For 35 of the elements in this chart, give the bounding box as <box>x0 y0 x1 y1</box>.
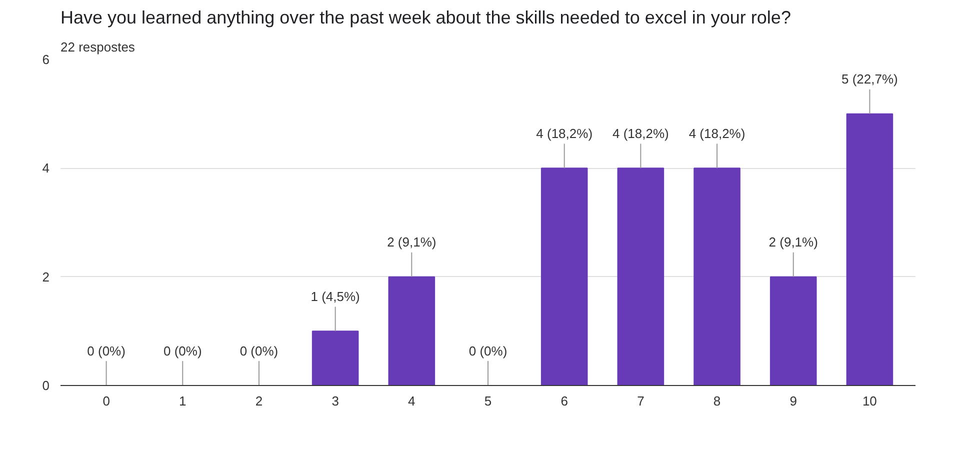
data-label: 2 (9,1%) <box>387 234 436 250</box>
bar <box>846 113 894 386</box>
data-label: 1 (4,5%) <box>310 289 360 304</box>
x-tick-label: 2 <box>255 394 263 408</box>
x-tick-label: 9 <box>790 394 797 408</box>
chart-title: Have you learned anything over the past week about the skills needed to excel in your role? <box>60 8 791 28</box>
bar <box>312 330 359 386</box>
data-label: 5 (22,7%) <box>842 72 898 87</box>
y-tick-label: 2 <box>42 269 50 284</box>
x-tick-label: 0 <box>102 394 110 408</box>
x-tick-label: 4 <box>408 394 416 408</box>
bar <box>770 276 817 386</box>
x-tick-label: 7 <box>637 394 644 408</box>
bar <box>388 276 436 386</box>
data-label: 4 (18,2%) <box>612 126 669 141</box>
x-tick-label: 3 <box>332 394 339 408</box>
data-label: 0 (0%) <box>468 343 508 358</box>
data-label: 0 (0%) <box>240 343 278 358</box>
data-label: 4 (18,2%) <box>536 126 593 141</box>
bar <box>694 168 740 386</box>
x-tick-label: 10 <box>862 394 877 408</box>
x-tick-label: 6 <box>560 394 568 408</box>
y-tick-label: 6 <box>42 52 50 67</box>
data-label: 4 (18,2%) <box>688 126 746 141</box>
chart-subtitle: 22 respostes <box>60 40 136 54</box>
x-tick-label: 1 <box>179 394 186 408</box>
x-tick-label: 5 <box>484 394 492 408</box>
data-label: 0 (0%) <box>164 343 202 358</box>
bar <box>540 168 588 386</box>
data-label: 0 (0%) <box>87 343 126 358</box>
data-label: 2 (9,1%) <box>768 234 818 250</box>
x-tick-label: 8 <box>713 394 721 408</box>
y-tick-label: 0 <box>42 378 50 393</box>
bar <box>617 168 664 386</box>
y-tick-label: 4 <box>42 160 50 176</box>
